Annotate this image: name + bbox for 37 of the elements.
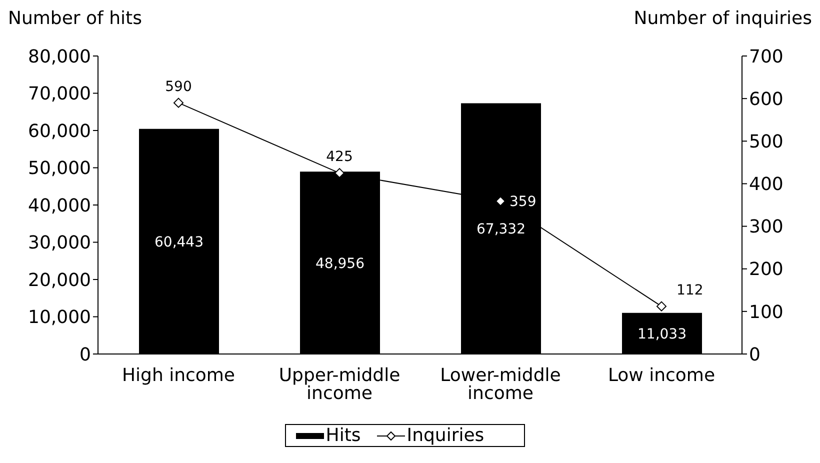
point: [496, 196, 506, 206]
y-tick-label: 40,000: [28, 195, 91, 216]
data-label: 112: [676, 282, 704, 298]
y-axis-title: Number of hits: [8, 8, 142, 29]
y2-tick-label: 100: [749, 302, 784, 323]
x-tick-label: Low income: [608, 364, 716, 386]
point: [174, 98, 184, 108]
data-label: 67,332: [476, 222, 526, 238]
y-tick-label: 20,000: [28, 270, 91, 291]
y-tick-label: 30,000: [28, 232, 91, 254]
y-tick-label: 10,000: [28, 307, 91, 328]
x-tick-label: Upper-middle income: [278, 364, 400, 404]
data-label: 590: [165, 78, 192, 95]
legend-label: Hits: [324, 425, 361, 446]
y2-tick-label: 400: [749, 174, 784, 196]
y-tick-label: 0: [80, 344, 91, 366]
y-tick-label: 60,000: [28, 120, 91, 142]
y2-axis-title: Number of inquiries: [634, 8, 812, 29]
data-label: 425: [326, 149, 353, 166]
y2-tick-label: 0: [749, 344, 760, 366]
x-tick-label: Lower-middle income: [440, 364, 561, 404]
y2-tick-label: 700: [749, 46, 784, 68]
y2-tick-label: 300: [749, 216, 784, 238]
y-tick-label: 80,000: [28, 46, 91, 68]
point: [656, 301, 666, 312]
x-tick-label: High income: [122, 364, 236, 386]
data-label: 11,033: [638, 326, 686, 342]
legend-label: Inquiries: [406, 425, 484, 446]
y2-tick-label: 200: [749, 259, 784, 280]
data-label: 48,956: [316, 256, 365, 272]
y2-tick-label: 600: [749, 88, 784, 110]
y-tick-label: 50,000: [28, 158, 91, 180]
data-label: 359: [510, 194, 536, 210]
y2-tick-label: 500: [749, 132, 784, 153]
data-label: 60,443: [154, 234, 204, 250]
point: [334, 168, 344, 178]
y-tick-label: 70,000: [28, 84, 91, 105]
